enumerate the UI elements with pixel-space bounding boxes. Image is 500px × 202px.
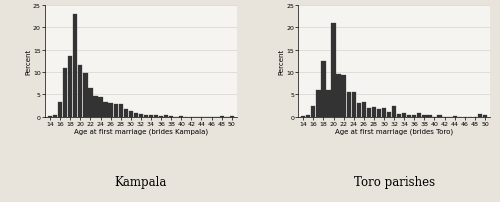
Bar <box>311 107 316 117</box>
Y-axis label: Percent: Percent <box>25 48 31 75</box>
Bar <box>342 76 346 117</box>
Bar <box>326 90 330 117</box>
Bar <box>98 97 102 117</box>
Bar <box>422 115 426 117</box>
Bar <box>154 116 158 117</box>
X-axis label: Age at first marriage (brides Toro): Age at first marriage (brides Toro) <box>335 128 453 135</box>
Bar <box>114 104 118 117</box>
Bar <box>438 115 442 117</box>
Bar <box>352 93 356 117</box>
Bar <box>68 57 72 117</box>
Text: Toro parishes: Toro parishes <box>354 175 434 188</box>
Bar <box>53 115 57 117</box>
Bar <box>128 112 133 117</box>
Bar <box>332 24 336 117</box>
Bar <box>104 103 108 117</box>
Bar <box>377 109 381 117</box>
Bar <box>134 113 138 117</box>
Bar <box>412 116 416 117</box>
Bar <box>48 116 52 117</box>
Bar <box>397 115 402 117</box>
Bar <box>63 68 68 117</box>
Y-axis label: Percent: Percent <box>278 48 284 75</box>
Bar <box>356 103 361 117</box>
Bar <box>417 114 422 117</box>
Bar <box>144 115 148 117</box>
Bar <box>88 88 92 117</box>
Bar <box>306 116 310 117</box>
Bar <box>83 74 87 117</box>
Bar <box>316 90 320 117</box>
Bar <box>78 66 82 117</box>
Bar <box>149 115 153 117</box>
Bar <box>362 102 366 117</box>
Bar <box>118 105 123 117</box>
Bar <box>372 108 376 117</box>
Bar <box>73 15 78 117</box>
Bar <box>407 115 412 117</box>
Bar <box>94 96 98 117</box>
Bar <box>336 75 340 117</box>
Text: Kampala: Kampala <box>114 175 167 188</box>
Bar <box>392 106 396 117</box>
Bar <box>346 92 351 117</box>
Bar <box>108 104 113 117</box>
Bar <box>322 62 326 117</box>
Bar <box>428 115 432 117</box>
Bar <box>124 110 128 117</box>
Bar <box>478 114 482 117</box>
X-axis label: Age at first marriage (brides Kampala): Age at first marriage (brides Kampala) <box>74 128 208 135</box>
Bar <box>382 108 386 117</box>
Bar <box>483 116 487 117</box>
Bar <box>366 108 371 117</box>
Bar <box>402 114 406 117</box>
Bar <box>139 114 143 117</box>
Bar <box>58 103 62 117</box>
Bar <box>220 116 224 117</box>
Bar <box>164 116 168 117</box>
Bar <box>387 112 391 117</box>
